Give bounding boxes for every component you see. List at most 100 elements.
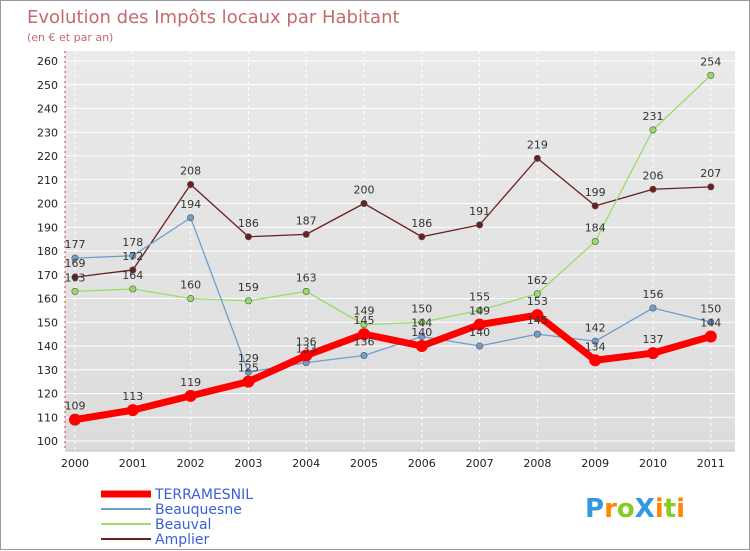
proxiti-logo: ProXiti [585,494,685,524]
data-label: 134 [585,340,606,353]
x-tick-label: 2010 [639,457,667,470]
data-label: 144 [700,317,721,330]
data-label: 142 [585,321,606,334]
y-tick-label: 160 [37,293,58,306]
series-line-terramesnil [74,311,712,424]
point-amplier [302,230,310,238]
point-terramesnil [531,309,544,322]
data-label: 149 [469,305,490,318]
logo-letter: i [655,494,664,524]
point-amplier [707,183,715,191]
point-beauquesne [244,368,252,376]
y-tick-label: 240 [37,103,58,116]
data-label: 137 [643,333,664,346]
point-beauval [533,290,541,298]
y-tick-label: 250 [37,79,58,92]
logo-letter: i [676,494,685,524]
point-beauquesne [129,252,137,260]
y-tick-label: 260 [37,55,58,68]
data-label: 164 [122,269,143,282]
x-tick-label: 2007 [466,457,494,470]
point-terramesnil [242,375,255,388]
legend-label: Beauquesne [155,502,242,518]
x-tick-label: 2004 [292,457,320,470]
point-beauval [476,306,484,314]
data-label: 178 [122,236,143,249]
data-label: 150 [700,302,721,315]
x-tick-label: 2001 [119,457,147,470]
point-beauval [418,318,426,326]
y-tick-label: 170 [37,269,58,282]
data-label: 150 [411,302,432,315]
point-amplier [71,273,79,281]
data-label: 184 [585,222,606,235]
data-label: 163 [296,271,317,284]
y-tick-label: 190 [37,221,58,234]
y-tick-label: 120 [37,388,58,401]
point-beauval [187,294,195,302]
point-terramesnil [358,328,370,341]
series-line-amplier [74,157,711,278]
data-label: 113 [122,390,143,403]
data-label: 155 [469,290,490,303]
x-tick-label: 2011 [697,457,725,470]
point-beauval [302,287,310,295]
data-label: 145 [527,314,548,327]
point-beauval [649,126,657,134]
point-amplier [591,202,599,210]
grid [65,51,735,451]
y-tick-label: 210 [37,174,58,187]
data-labels: 169 172 208 186 187 200 186 191 219 199 206 207 163 1… [65,55,722,412]
point-beauquesne [707,318,715,326]
logo-letter: t [664,494,676,524]
point-beauval [707,71,715,79]
data-label: 136 [354,336,375,349]
point-beauquesne [418,332,426,340]
data-label: 219 [527,138,548,151]
data-label: 177 [65,238,86,251]
point-beauquesne [591,337,599,345]
point-amplier [418,233,426,241]
data-label: 200 [354,184,375,197]
x-tick-label: 2002 [177,457,205,470]
point-beauval [591,238,599,246]
y-tick-label: 110 [37,411,58,424]
y-tick-label: 200 [37,198,58,211]
point-terramesnil [300,349,313,362]
data-label: 206 [643,169,664,182]
legend-label: Amplier [155,532,209,548]
point-amplier [476,221,484,229]
point-beauval [244,297,252,305]
y-tick-label: 220 [37,150,58,163]
point-beauquesne [71,254,79,262]
series-line-beauquesne [74,217,711,373]
data-label: 156 [643,288,664,301]
chart-title: Evolution des Impôts locaux par Habitant [27,7,400,28]
x-tick-label: 2003 [234,457,262,470]
point-terramesnil [589,354,602,367]
data-label: 186 [411,217,432,230]
point-terramesnil [415,340,428,352]
data-label: 207 [700,167,721,180]
data-label: 160 [180,279,201,292]
point-beauval [129,285,137,293]
point-beauquesne [360,351,368,359]
point-amplier [533,154,541,162]
x-tick-label: 2008 [523,457,551,470]
point-terramesnil [647,347,659,360]
axes: 100 110 120 130 140 150 160 170 180 190 200 210 220 2… [37,51,735,470]
point-beauval [360,321,368,329]
legend-label: Beauval [155,517,211,533]
data-label: 109 [65,400,86,413]
point-terramesnil [184,389,197,402]
data-label: 140 [411,326,432,339]
logo-letter: o [617,494,635,524]
point-amplier [649,185,657,193]
x-tick-label: 2000 [61,457,89,470]
point-beauval [71,287,79,295]
point-amplier [244,233,252,241]
x-tick-label: 2006 [408,457,436,470]
